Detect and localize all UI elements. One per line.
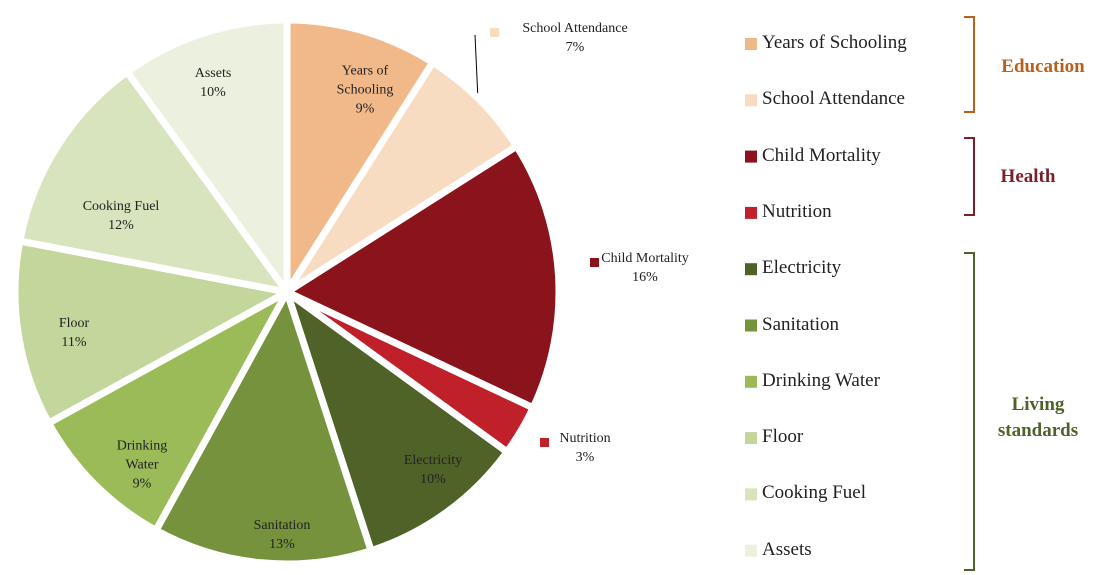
slice-label: Floor 11% [39, 314, 109, 352]
pie-slice [123, 16, 291, 296]
slice-value: 9% [132, 476, 152, 492]
slice-category: Child Mortality [601, 251, 689, 266]
slice-value: 9% [355, 101, 375, 117]
legend-label: Floor [762, 426, 804, 448]
label-marker [540, 438, 549, 447]
slice-category: Years of Schooling [336, 63, 394, 98]
slice-label: Assets 10% [173, 64, 253, 102]
legend-label: Years of Schooling [762, 32, 907, 53]
label-marker [590, 258, 599, 267]
group-bracket [964, 16, 975, 113]
slice-category: Sanitation [253, 518, 311, 533]
slice-category: Cooking Fuel [82, 199, 160, 214]
slice-value: 12% [108, 218, 134, 233]
slice-value: 10% [200, 85, 226, 100]
legend-label: Child Mortality [762, 144, 881, 166]
slice-category: Assets [194, 66, 232, 81]
slice-value: 11% [61, 335, 87, 350]
pie-slice [11, 237, 291, 427]
legend-label: Sanitation [762, 313, 840, 335]
legend-swatch [745, 375, 757, 388]
slice-value: 13% [269, 537, 295, 552]
legend-swatch [745, 319, 757, 332]
legend-label: School Attendance [762, 88, 905, 110]
pie-slice [16, 68, 291, 296]
slice-label: Child Mortality 16% [580, 249, 710, 287]
group-bracket [964, 137, 975, 216]
legend-label: Assets [762, 538, 812, 560]
pie-slice [283, 142, 563, 412]
slice-category: Floor [58, 316, 90, 331]
slice-value: 10% [420, 472, 446, 487]
slice-label: Electricity 10% [388, 451, 478, 489]
pie-slice [152, 288, 375, 568]
slice-label: Drinking Water 9% [107, 437, 177, 494]
legend-swatch [745, 38, 757, 50]
slice-category: Electricity [403, 453, 463, 468]
slice-label: Sanitation 13% [237, 516, 327, 554]
label-marker [490, 28, 499, 37]
slice-value: 16% [632, 270, 658, 285]
pie-slice [283, 16, 437, 296]
legend-swatch [745, 263, 757, 276]
legend-swatch [745, 150, 757, 163]
group-label: Education [1001, 56, 1085, 77]
leader-line [474, 34, 479, 101]
slice-value: 7% [565, 40, 585, 55]
slice-label: Nutrition 3% [545, 429, 625, 467]
legend-swatch [745, 488, 757, 501]
legend-label: Cooking Fuel [762, 482, 866, 504]
legend-label: Nutrition [762, 200, 832, 222]
group-bracket [964, 252, 975, 571]
slice-category: Nutrition [559, 431, 611, 446]
pie-slice [45, 288, 291, 534]
legend-label: Drinking Water [762, 369, 880, 391]
slice-value: 3% [575, 450, 595, 465]
slice-label: School Attendance 7% [495, 19, 655, 57]
legend-swatch [745, 544, 757, 557]
legend-swatch [745, 432, 757, 445]
legend-label: Electricity [762, 257, 842, 279]
legend-swatch [745, 206, 757, 219]
group-label: Health [1000, 166, 1056, 187]
slice-category: School Attendance [522, 21, 628, 36]
legend-swatch [745, 94, 757, 107]
slice-label: Cooking Fuel 12% [66, 197, 176, 235]
pie-slice [283, 288, 511, 555]
slice-category: Drinking Water [116, 438, 168, 473]
slice-label: Years of Schooling 9% [325, 62, 405, 119]
group-label: Living standards [997, 394, 1079, 441]
